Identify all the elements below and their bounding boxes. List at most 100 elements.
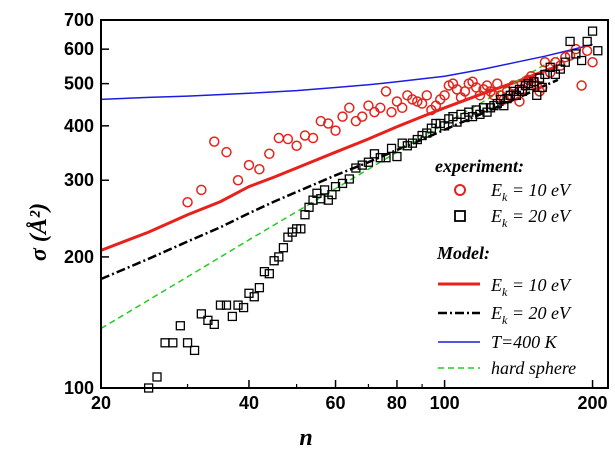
exp10-point — [416, 98, 428, 109]
legend-exp20-main: E — [490, 206, 502, 226]
y-tick-label: 400 — [64, 116, 94, 136]
exp20-point — [351, 163, 361, 173]
legend-exp10-label: Ek = 10 eV — [490, 180, 572, 204]
exp10-point — [570, 43, 582, 55]
exp20-point — [402, 141, 413, 151]
exp20-point — [381, 153, 391, 163]
exp10-point — [323, 118, 334, 129]
exp10-point — [273, 132, 285, 144]
hard-sphere-line — [100, 56, 559, 330]
y-tick-label: 600 — [64, 39, 94, 59]
exp10-point — [282, 133, 294, 145]
exp20-point — [386, 143, 397, 154]
y-tick-label: 500 — [64, 74, 94, 94]
exp10-point — [581, 45, 593, 56]
exp20-point — [571, 49, 581, 59]
y-tick-label: 300 — [64, 170, 94, 190]
exp20-point — [499, 101, 509, 111]
exp10-point — [315, 115, 327, 127]
legend-model20-main: E — [490, 303, 502, 323]
exp10-point — [386, 106, 397, 118]
exp20-point — [517, 86, 528, 97]
exp10-point — [407, 94, 418, 105]
legend-exp20-marker — [454, 210, 466, 222]
x-tick-label: 20 — [91, 393, 111, 413]
exp10-point — [291, 140, 302, 152]
x-tick-label: 200 — [578, 393, 608, 413]
axis-ticks: 20 40 60 80 100 200 100 200 300 400 500 600 700 — [64, 10, 608, 413]
exp10-point — [307, 132, 319, 144]
legend-model10-label: Ek = 10 eV — [490, 275, 572, 299]
exp20-point — [560, 57, 570, 67]
exp20-point — [545, 62, 555, 72]
y-tick-label: 200 — [64, 247, 94, 267]
exp10-point — [375, 102, 386, 114]
exp10-point — [182, 197, 193, 208]
exp10-point — [232, 174, 244, 186]
y-tick-label: 700 — [64, 10, 94, 30]
legend-model20-rest: = 20 eV — [507, 303, 572, 323]
x-tick-label: 80 — [387, 393, 407, 413]
exp10-point — [254, 163, 265, 175]
exp10-point — [560, 51, 571, 63]
legend-exp20-label: Ek = 20 eV — [490, 206, 572, 230]
legend-model10-rest: = 10 eV — [507, 275, 572, 295]
exp20-point — [160, 338, 170, 348]
exp10-point — [412, 96, 423, 107]
exp20-point — [227, 311, 237, 322]
x-axis-label: n — [299, 425, 312, 450]
legend-model20-sub: k — [502, 313, 508, 327]
exp20-point — [582, 36, 592, 47]
exp20-point — [576, 55, 587, 66]
exp20-point — [523, 78, 533, 89]
y-axis-label: σ (Å²) — [26, 203, 52, 261]
experiment-points — [143, 26, 603, 393]
exp20-point — [593, 46, 603, 56]
exp20-point — [175, 321, 185, 331]
exp20-point — [152, 372, 162, 382]
legend-hard-label: hard sphere — [491, 358, 576, 378]
exp20-point — [555, 64, 566, 74]
legend-exp10-sub: k — [502, 190, 508, 204]
exp10-point — [564, 50, 576, 61]
legend-model10-sub: k — [502, 285, 508, 299]
exp10-point — [363, 100, 374, 111]
exp20-point — [392, 151, 402, 162]
exp10-point — [391, 96, 403, 107]
exp20-point — [363, 157, 374, 167]
exp20-point — [274, 252, 284, 262]
exp20-point — [249, 292, 259, 302]
exp10-point — [576, 80, 587, 91]
legend-exp10-marker — [454, 184, 466, 196]
exp20-point — [238, 302, 249, 313]
exp10-point — [492, 78, 503, 89]
exp20-point — [550, 69, 560, 80]
exp10-point — [544, 67, 556, 78]
exp20-point — [278, 243, 289, 253]
exp10-point — [330, 125, 341, 136]
legend-experiment-title: experiment: — [435, 156, 524, 176]
exp10-point — [514, 96, 525, 107]
exp20-point — [344, 174, 354, 184]
exp20-point — [254, 283, 265, 293]
exp10-point — [380, 86, 392, 97]
legend-exp10-rest: = 10 eV — [507, 180, 572, 200]
exp20-point — [357, 160, 367, 170]
exp20-point — [189, 345, 200, 356]
exp10-point — [481, 80, 493, 91]
exp10-point — [196, 184, 207, 196]
exp10-point — [439, 90, 450, 101]
exp10-point — [539, 56, 551, 68]
exp10-point — [264, 148, 275, 160]
exp20-point — [264, 269, 274, 279]
exp10-point — [421, 90, 433, 101]
exp20-point — [330, 181, 341, 192]
plot-frame — [100, 19, 609, 389]
exp20-point — [319, 185, 330, 195]
exp20-point — [565, 36, 575, 47]
legend-exp10-main: E — [490, 180, 502, 200]
y-tick-label: 100 — [64, 378, 94, 398]
exp20-point — [196, 309, 206, 319]
legend-t400-label: T=400 K — [491, 332, 558, 352]
